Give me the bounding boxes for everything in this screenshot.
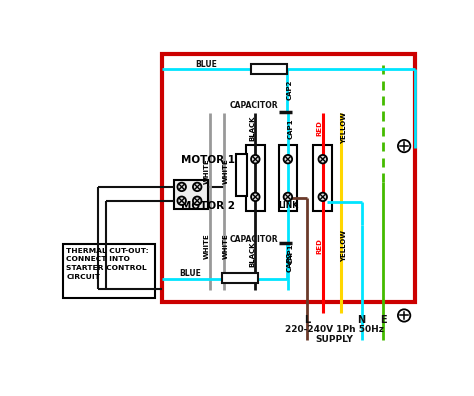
Text: CAP2: CAP2 [286,251,292,272]
Text: SUPPLY: SUPPLY [315,335,353,344]
Circle shape [251,155,260,164]
Bar [246,145,264,211]
Text: BLACK: BLACK [249,116,255,141]
Text: YELLOW: YELLOW [341,230,346,262]
Text: BLUE: BLUE [195,60,217,69]
Text: MOTOR 2: MOTOR 2 [181,201,235,211]
Circle shape [177,183,186,191]
Text: BLUE: BLUE [179,269,201,278]
Circle shape [283,193,292,201]
Bar [162,54,415,302]
Text: E: E [380,315,386,325]
Text: CAP2: CAP2 [286,80,292,100]
Text: WHITE: WHITE [204,233,210,259]
Bar [63,244,155,298]
Text: WHITE: WHITE [223,158,229,184]
Text: CAPACITOR: CAPACITOR [230,101,278,110]
Text: N: N [357,315,365,325]
Circle shape [319,155,327,164]
Text: L: L [304,315,310,325]
Circle shape [398,140,410,152]
Bar [174,180,208,209]
Text: WHITE: WHITE [223,233,229,259]
Circle shape [177,196,186,205]
Circle shape [398,309,410,322]
Bar [313,145,332,211]
Bar [236,154,247,196]
Bar [222,273,258,283]
Text: MOTOR 1: MOTOR 1 [181,155,235,165]
Text: WHITE: WHITE [204,158,210,184]
Text: YELLOW: YELLOW [341,112,346,145]
Text: RED: RED [317,238,323,254]
Circle shape [283,155,292,164]
Circle shape [251,193,260,201]
Bar [279,145,297,211]
Circle shape [193,183,201,191]
Text: CAP1: CAP1 [288,118,294,139]
Circle shape [319,193,327,201]
Text: RED: RED [317,120,323,136]
Text: THERMAL CUT-OUT:
CONNECT INTO
STARTER CONTROL
CIRCUIT: THERMAL CUT-OUT: CONNECT INTO STARTER CO… [66,248,149,280]
Text: CAPACITOR: CAPACITOR [230,234,278,244]
Circle shape [193,196,201,205]
Text: 220-240V 1Ph 50Hz: 220-240V 1Ph 50Hz [285,326,384,334]
Bar [251,64,287,74]
Text: LINK: LINK [278,201,298,209]
Text: CAP1: CAP1 [288,244,294,264]
Text: BLACK: BLACK [249,241,255,267]
